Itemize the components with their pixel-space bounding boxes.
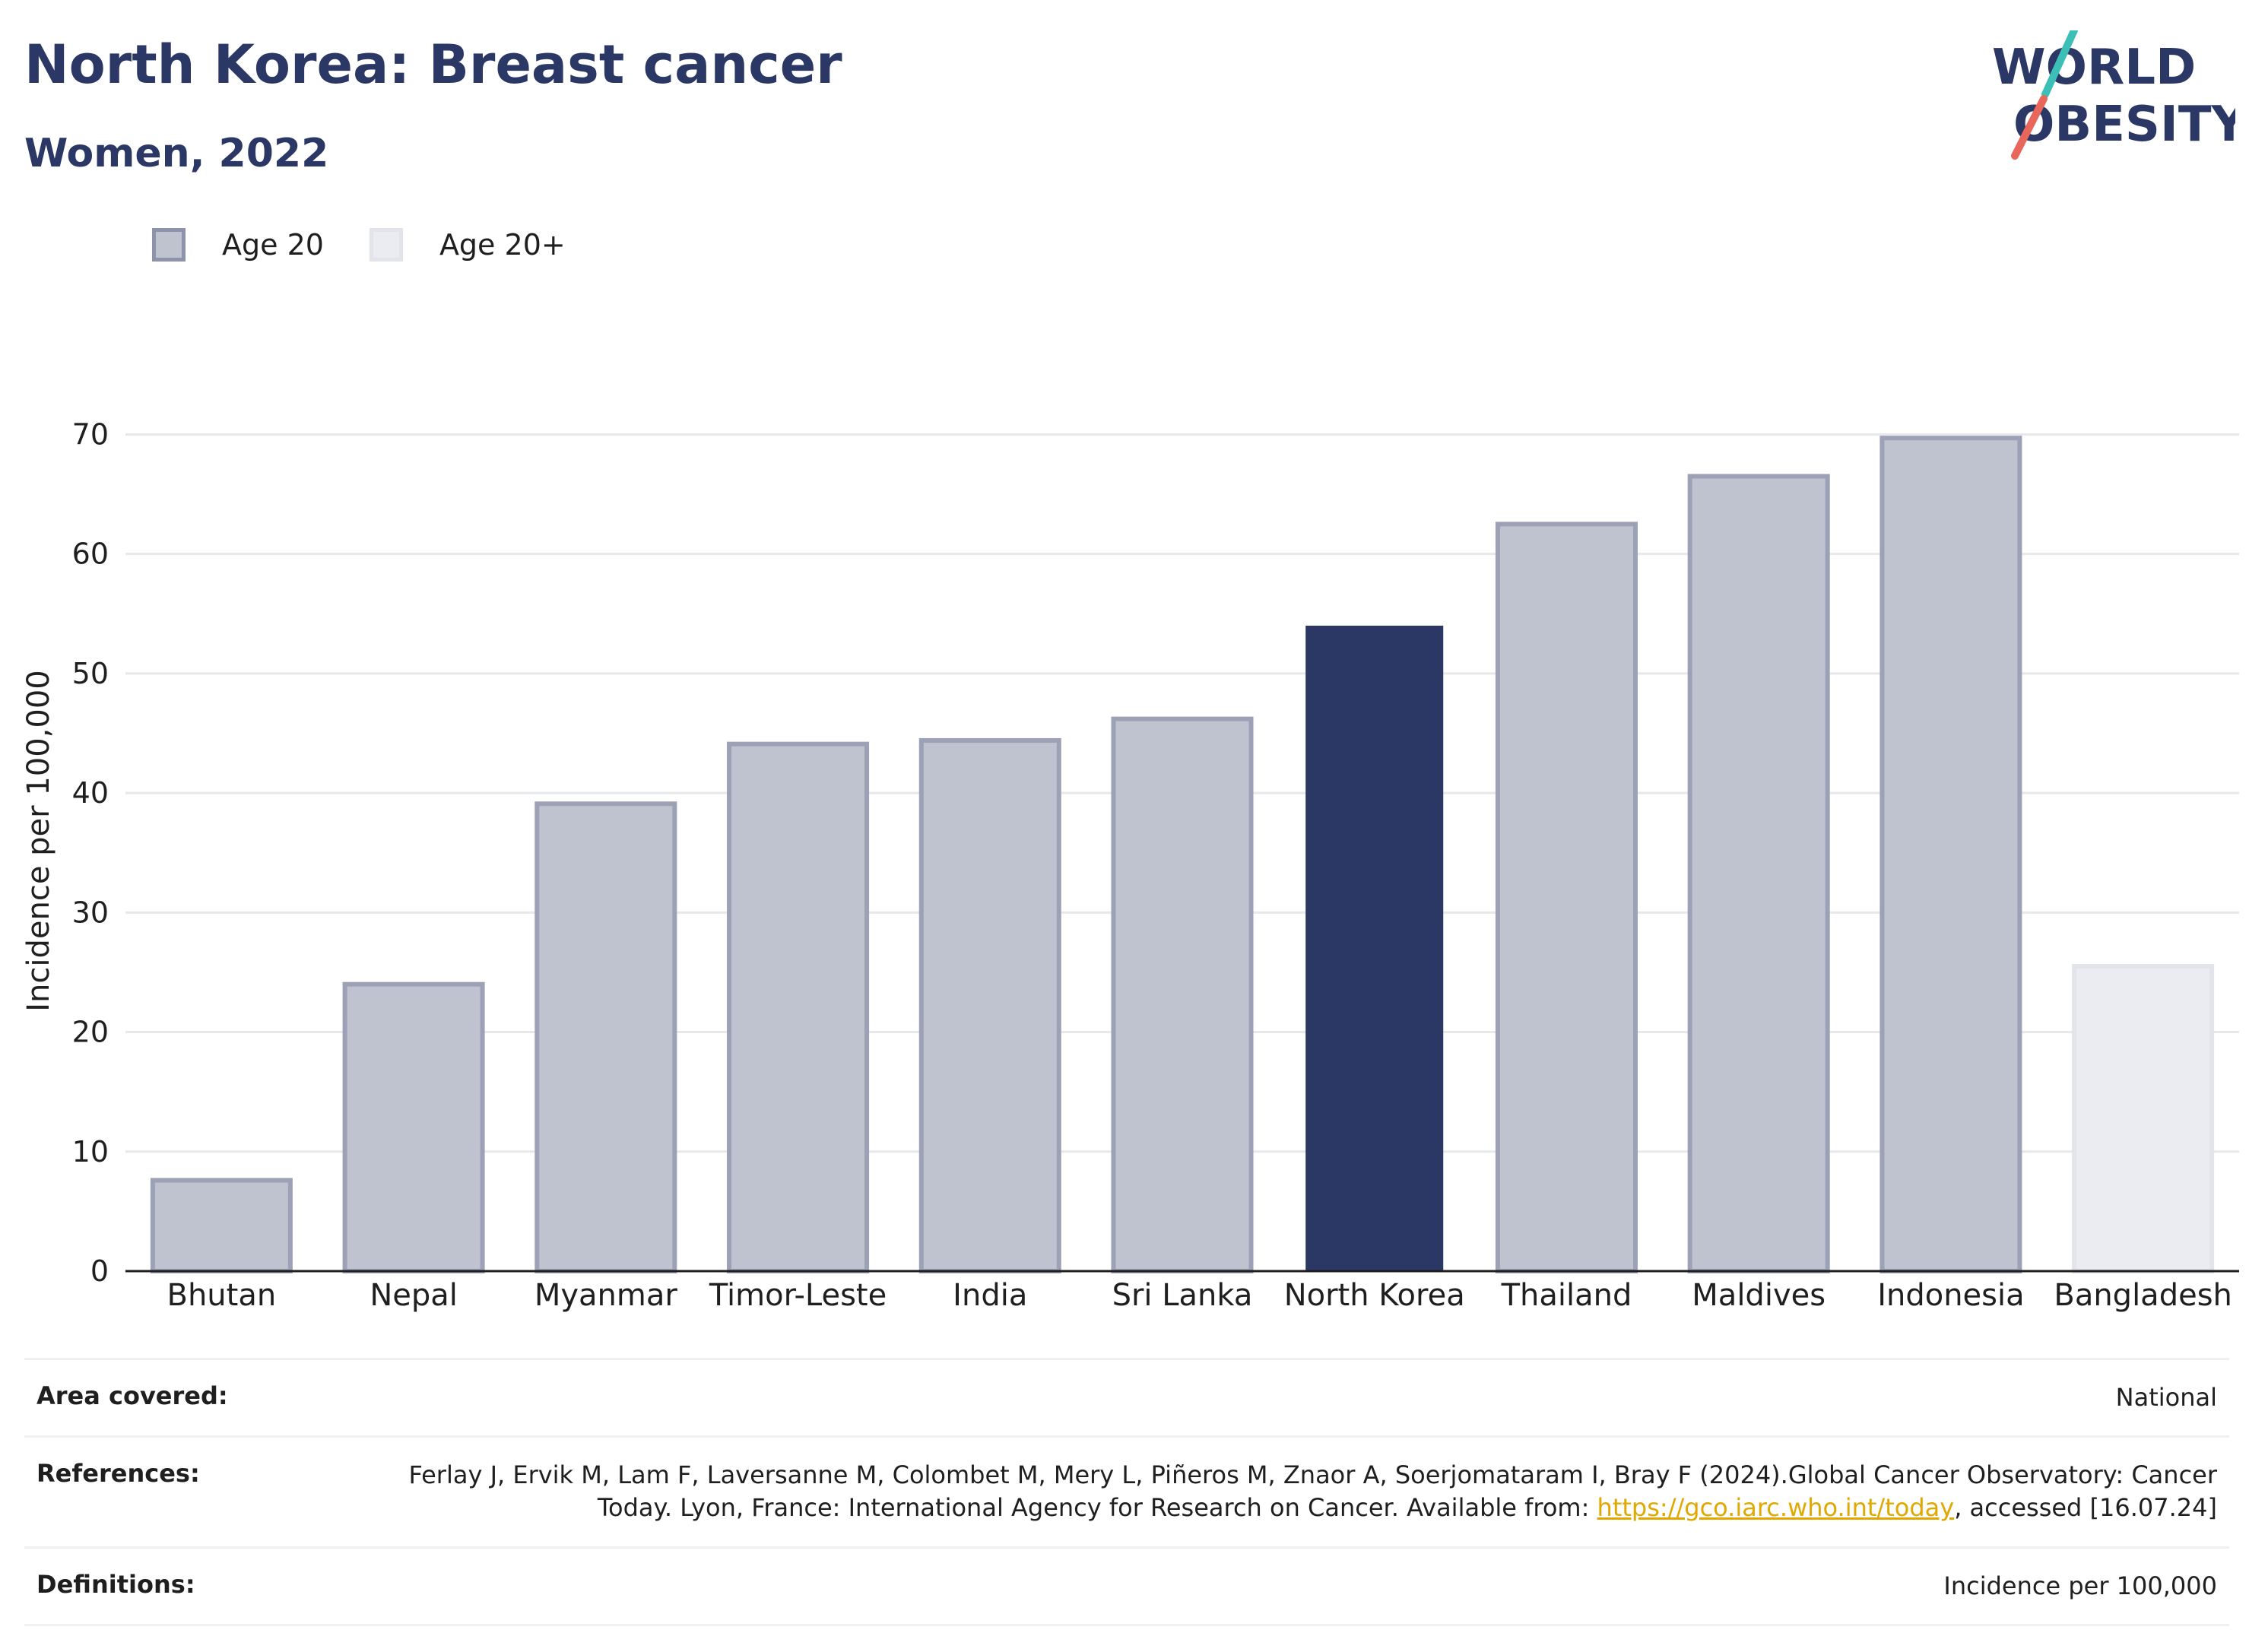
info-row-area: Area covered: National — [24, 1358, 2229, 1435]
x-tick-label: Bangladesh — [2054, 1278, 2232, 1313]
logo-line1: WORLD — [1992, 40, 2196, 96]
chart-title: North Korea: Breast cancer — [24, 33, 842, 96]
logo-slash-coral — [2011, 95, 2048, 160]
area-covered-label: Area covered: — [36, 1381, 228, 1410]
chart-legend: Age 20 Age 20+ — [152, 228, 611, 262]
x-tick-label: Sri Lanka — [1112, 1278, 1253, 1313]
y-axis-ticks: 0 10 20 30 40 50 60 70 — [72, 417, 109, 1288]
bar-bhutan[interactable] — [150, 1178, 293, 1273]
y-tick-label: 40 — [72, 776, 109, 810]
bar-thailand[interactable] — [1495, 522, 1638, 1274]
y-tick-label: 60 — [72, 537, 109, 571]
logo-line2: OBESITY — [2013, 97, 2235, 153]
bar-maldives[interactable] — [1687, 474, 1830, 1274]
x-tick-label: Timor-Leste — [709, 1278, 887, 1313]
x-tick-label: Maldives — [1692, 1278, 1826, 1313]
bar-timor-leste[interactable] — [727, 741, 870, 1273]
references-label: References: — [36, 1459, 200, 1489]
definitions-label: Definitions: — [36, 1569, 195, 1599]
y-axis-title: Incidence per 100,000 — [21, 670, 56, 1012]
y-tick-label: 10 — [72, 1135, 109, 1168]
y-tick-label: 0 — [90, 1254, 109, 1288]
bar-india[interactable] — [918, 737, 1061, 1273]
info-row-definitions: Definitions: Incidence per 100,000 — [24, 1546, 2229, 1626]
x-tick-label: Bhutan — [167, 1278, 277, 1313]
legend-label-age20plus: Age 20+ — [439, 228, 566, 262]
bar-north-korea[interactable] — [1305, 626, 1444, 1271]
bar-chart: 0 10 20 30 40 50 60 70 Bhutan Nepal Myanmar Timor-… — [21, 417, 2239, 1313]
bars — [150, 436, 2215, 1274]
bar-bangladesh[interactable] — [2072, 964, 2215, 1273]
chart-subtitle: Women, 2022 — [24, 131, 329, 176]
area-covered-value: National — [2115, 1383, 2217, 1412]
references-text-1: Ferlay J, Ervik M, Lam F, Laversanne M, … — [408, 1460, 2217, 1523]
legend-item-age20[interactable]: Age 20 — [152, 228, 324, 262]
x-tick-label: Myanmar — [534, 1278, 678, 1313]
x-tick-label: North Korea — [1284, 1278, 1465, 1313]
logo-slash-teal — [2041, 30, 2078, 98]
x-tick-label: Indonesia — [1877, 1278, 2024, 1313]
world-obesity-logo: WORLD OBESITY — [1992, 30, 2235, 160]
info-row-references: References: Ferlay J, Ervik M, Lam F, La… — [24, 1435, 2229, 1546]
definitions-value: Incidence per 100,000 — [1943, 1571, 2217, 1600]
bar-sri-lanka[interactable] — [1111, 716, 1254, 1273]
y-tick-label: 20 — [72, 1016, 109, 1049]
x-tick-label: Thailand — [1501, 1278, 1632, 1313]
references-text-2: , accessed [16.07.24] — [1954, 1493, 2217, 1523]
bar-nepal[interactable] — [342, 981, 485, 1274]
x-tick-label: India — [953, 1278, 1027, 1313]
x-axis-labels: Bhutan Nepal Myanmar Timor-Leste India Sri La… — [167, 1278, 2232, 1313]
y-tick-label: 50 — [72, 657, 109, 690]
x-tick-label: Nepal — [370, 1278, 458, 1313]
references-value: Ferlay J, Ervik M, Lam F, Laversanne M, … — [392, 1459, 2217, 1524]
legend-swatch-age20plus — [369, 228, 403, 262]
bar-indonesia[interactable] — [1879, 436, 2022, 1273]
legend-item-age20plus[interactable]: Age 20+ — [369, 228, 566, 262]
bar-myanmar[interactable] — [534, 801, 677, 1273]
legend-swatch-age20 — [152, 228, 186, 262]
legend-label-age20: Age 20 — [222, 228, 324, 262]
info-table: Area covered: National References: Ferla… — [24, 1358, 2229, 1626]
references-link[interactable]: https://gco.iarc.who.int/today — [1597, 1493, 1955, 1523]
y-tick-label: 70 — [72, 417, 109, 451]
y-tick-label: 30 — [72, 896, 109, 929]
